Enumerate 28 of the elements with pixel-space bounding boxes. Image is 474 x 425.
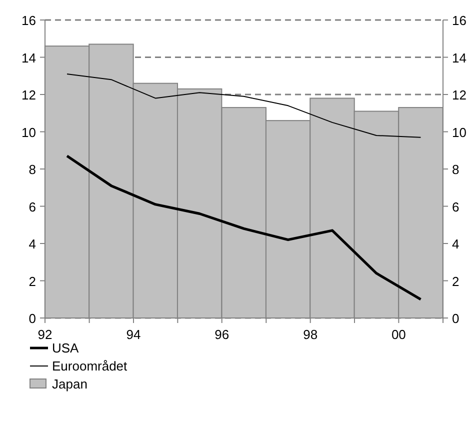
y2-tick-label: 4 — [452, 236, 460, 252]
line-series — [66, 74, 422, 138]
x-tick-label: 92 — [38, 327, 52, 342]
y2-tick-label: 0 — [452, 311, 460, 326]
y2-tick-label: 6 — [452, 199, 460, 214]
y-tick-label: 2 — [28, 274, 36, 289]
y-tick-label: 8 — [28, 162, 36, 177]
y-tick-label: 10 — [22, 124, 36, 140]
y-tick-label: 12 — [22, 88, 36, 102]
legend-label: Japan — [52, 376, 88, 392]
x-tick-label: 94 — [126, 327, 141, 342]
x-tick-label: 98 — [303, 327, 318, 342]
legend-label: USA — [52, 340, 80, 356]
y2-tick-label: 10 — [452, 124, 466, 140]
y-tick-label: 4 — [28, 236, 36, 252]
y-tick-label: 14 — [22, 50, 36, 66]
y2-tick-label: 14 — [452, 50, 466, 66]
y-tick-label: 16 — [22, 13, 36, 28]
y2-tick-label: 8 — [452, 162, 460, 177]
y2-tick-label: 2 — [452, 274, 460, 289]
line-series — [66, 154, 422, 301]
y2-tick-label: 16 — [452, 13, 466, 28]
x-tick-label: 96 — [214, 327, 230, 342]
x-tick-label: 00 — [391, 327, 406, 342]
y-tick-label: 6 — [28, 199, 36, 214]
y-tick-label: 0 — [28, 311, 36, 326]
y2-tick-label: 12 — [452, 88, 466, 102]
legend-label: Euroområdet — [52, 358, 128, 374]
